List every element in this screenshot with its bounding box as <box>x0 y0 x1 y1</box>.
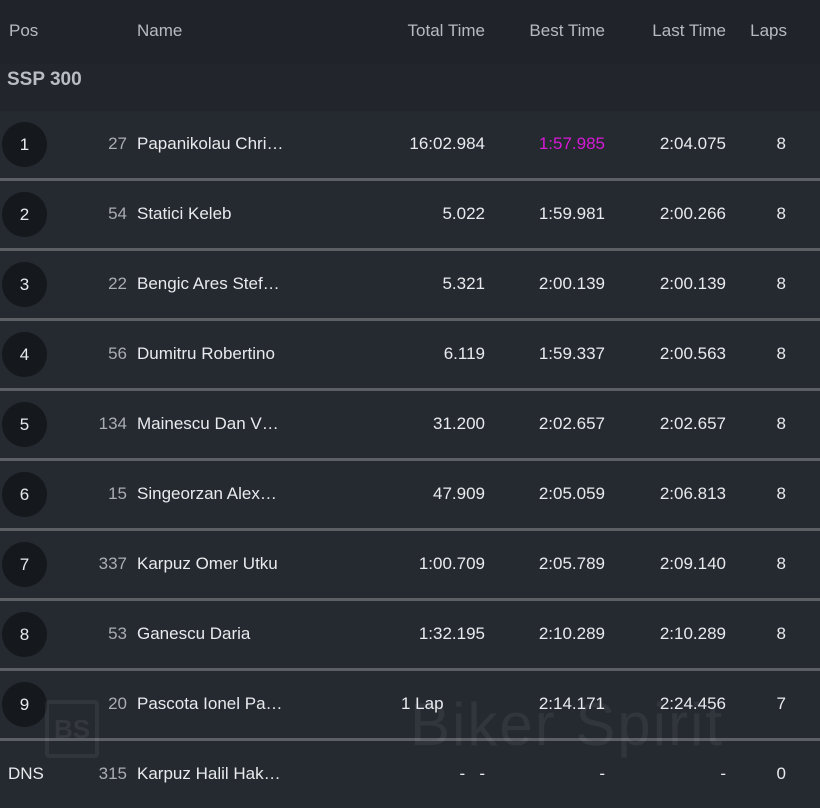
last-time: - <box>720 764 726 783</box>
laps-count: 7 <box>776 694 786 713</box>
table-row[interactable]: 9 20 Pascota Ionel Pa… 1 Lap 2:14.171 2:… <box>0 671 820 741</box>
watermark-text: Biker Spirit <box>410 691 725 758</box>
last-time: 2:00.139 <box>659 274 726 293</box>
rider-number: 22 <box>108 274 127 293</box>
table-row[interactable]: 8 53 Ganescu Daria 1:32.195 2:10.289 2:1… <box>0 601 820 671</box>
rider-number: 54 <box>108 204 127 223</box>
rider-number: 315 <box>98 764 127 783</box>
position-badge: 4 <box>2 332 47 377</box>
position-badge: 2 <box>2 192 47 237</box>
rider-name: Ganescu Daria <box>137 624 251 643</box>
position-badge: 9 <box>2 682 47 727</box>
best-time: 2:10.289 <box>538 624 605 643</box>
total-time: 5.022 <box>442 204 485 223</box>
rider-number: 53 <box>108 624 127 643</box>
table-row[interactable]: 3 22 Bengic Ares Stef… 5.321 2:00.139 2:… <box>0 251 820 321</box>
last-time: 2:00.266 <box>659 204 726 223</box>
rider-name: Karpuz Halil Hak… <box>137 764 281 783</box>
rider-name: Mainescu Dan V… <box>137 414 279 433</box>
best-time: 1:59.337 <box>538 344 605 363</box>
position-badge: 3 <box>2 262 47 307</box>
rider-name: Dumitru Robertino <box>137 344 275 363</box>
rider-number: 15 <box>108 484 127 503</box>
laps-count: 8 <box>776 484 786 503</box>
best-time: 2:05.789 <box>538 554 605 573</box>
laps-count: 8 <box>776 274 786 293</box>
position-badge: 7 <box>2 542 47 587</box>
laps-count: 8 <box>776 344 786 363</box>
total-time: 47.909 <box>433 484 485 503</box>
rider-name: Bengic Ares Stef… <box>137 274 280 293</box>
rider-number: 337 <box>98 554 127 573</box>
table-row[interactable]: 2 54 Statici Keleb 5.022 1:59.981 2:00.2… <box>0 181 820 251</box>
best-time: 2:00.139 <box>538 274 605 293</box>
rider-name: Statici Keleb <box>137 204 232 223</box>
best-time: 2:14.171 <box>538 694 605 713</box>
category-header: SSP 300 <box>0 64 820 112</box>
header-last-time[interactable]: Last Time <box>652 21 726 40</box>
position-badge: 5 <box>2 402 47 447</box>
total-time: - - <box>459 764 486 783</box>
last-time: 2:10.289 <box>659 624 726 643</box>
rider-name: Papanikolau Chri… <box>137 134 284 153</box>
rider-number: 134 <box>98 414 127 433</box>
table-header: Pos Name Total Time Best Time Last Time … <box>0 0 820 65</box>
table-row[interactable]: 1 27 Papanikolau Chri… 16:02.984 1:57.98… <box>0 111 820 181</box>
last-time: 2:04.075 <box>659 134 726 153</box>
table-row[interactable]: 7 337 Karpuz Omer Utku 1:00.709 2:05.789… <box>0 531 820 601</box>
best-time: 2:05.059 <box>538 484 605 503</box>
total-time: 1:32.195 <box>418 624 485 643</box>
rider-number: 20 <box>108 694 127 713</box>
table-row[interactable]: 4 56 Dumitru Robertino 6.119 1:59.337 2:… <box>0 321 820 391</box>
best-time: - <box>599 764 605 783</box>
best-time: 1:59.981 <box>538 204 605 223</box>
laps-count: 8 <box>776 414 786 433</box>
laps-count: 8 <box>776 554 786 573</box>
laps-count: 0 <box>776 764 786 783</box>
rider-number: 56 <box>108 344 127 363</box>
rider-number: 27 <box>108 134 127 153</box>
table-row[interactable]: DNS 315 Karpuz Halil Hak… - - - - 0 <box>0 741 820 808</box>
last-time: 2:06.813 <box>659 484 726 503</box>
last-time: 2:00.563 <box>659 344 726 363</box>
header-pos[interactable]: Pos <box>9 21 39 40</box>
total-time: 31.200 <box>433 414 485 433</box>
rider-name: Karpuz Omer Utku <box>137 554 278 573</box>
header-laps[interactable]: Laps <box>750 21 787 40</box>
total-time: 6.119 <box>443 344 485 363</box>
laps-count: 8 <box>776 204 786 223</box>
total-time: 5.321 <box>442 274 485 293</box>
position-badge: 1 <box>2 122 47 167</box>
position-status: DNS <box>8 764 44 783</box>
laps-count: 8 <box>776 134 786 153</box>
last-time: 2:09.140 <box>659 554 726 573</box>
total-time: 1 Lap <box>401 694 444 713</box>
table-row[interactable]: 5 134 Mainescu Dan V… 31.200 2:02.657 2:… <box>0 391 820 461</box>
rider-name: Pascota Ionel Pa… <box>137 694 283 713</box>
header-best-time[interactable]: Best Time <box>529 21 605 40</box>
total-time: 1:00.709 <box>418 554 485 573</box>
best-time-fastest: 1:57.985 <box>538 134 605 153</box>
total-time: 16:02.984 <box>409 134 485 153</box>
last-time: 2:24.456 <box>659 694 726 713</box>
last-time: 2:02.657 <box>659 414 726 433</box>
laps-count: 8 <box>776 624 786 643</box>
results-list: 1 27 Papanikolau Chri… 16:02.984 1:57.98… <box>0 111 820 808</box>
table-row[interactable]: 6 15 Singeorzan Alex… 47.909 2:05.059 2:… <box>0 461 820 531</box>
position-badge: 6 <box>2 472 47 517</box>
watermark-logo: BS <box>45 700 99 758</box>
position-badge: 8 <box>2 612 47 657</box>
rider-name: Singeorzan Alex… <box>137 484 277 503</box>
category-title: SSP 300 <box>7 69 82 90</box>
header-total-time[interactable]: Total Time <box>407 21 485 40</box>
header-name[interactable]: Name <box>137 21 183 40</box>
best-time: 2:02.657 <box>538 414 605 433</box>
